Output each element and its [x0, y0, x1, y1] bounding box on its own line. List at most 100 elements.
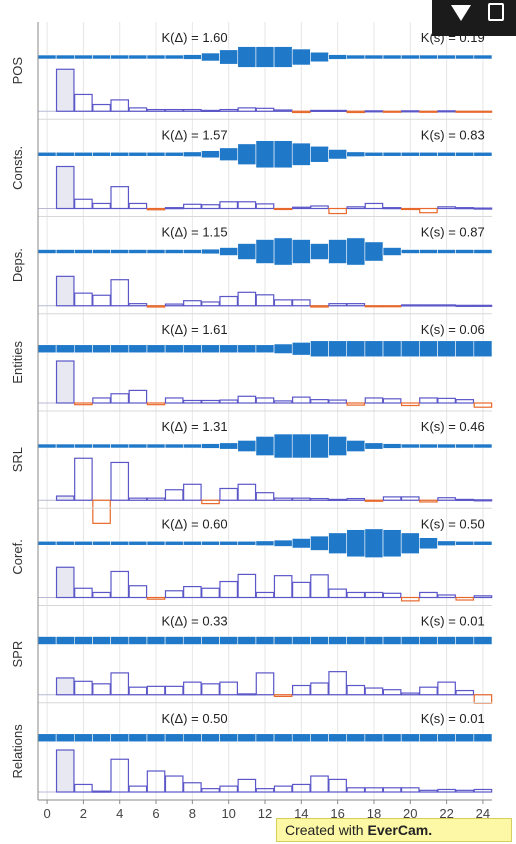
band-segment [364, 340, 384, 358]
band-segment [255, 344, 275, 354]
k-delta-label: K(Δ) = 1.31 [161, 419, 227, 434]
band-segment [146, 733, 166, 743]
bar [455, 110, 475, 113]
bar [419, 397, 438, 404]
bar [237, 778, 257, 793]
bar [292, 396, 311, 404]
bar [364, 110, 384, 113]
band-segment [346, 440, 366, 452]
bar [346, 591, 366, 599]
bar [55, 165, 75, 210]
bar [74, 680, 93, 696]
x-tick-label: 4 [116, 806, 123, 821]
band-segment [37, 249, 57, 254]
bar [201, 301, 220, 307]
bar [292, 497, 311, 501]
band-segment [92, 54, 111, 60]
bar [219, 785, 238, 793]
band-segment [74, 151, 93, 157]
band-segment [55, 344, 75, 354]
bar [364, 687, 384, 696]
bar [128, 497, 148, 501]
band-segment [74, 443, 93, 449]
bar [364, 499, 384, 502]
band-segment [291, 342, 311, 356]
band-segment [455, 443, 475, 449]
band-segment [201, 540, 220, 546]
triangle-down-icon[interactable] [451, 5, 471, 21]
bar [382, 689, 402, 696]
x-tick-label: 18 [367, 806, 381, 821]
bar [183, 108, 202, 112]
band-segment [219, 442, 239, 450]
band-segment [419, 537, 438, 550]
bar [55, 566, 75, 599]
band-segment [437, 249, 456, 254]
band-segment [437, 340, 456, 358]
bar [255, 294, 275, 307]
x-tick-label: 20 [403, 806, 417, 821]
bar [292, 110, 311, 114]
band-segment [437, 54, 456, 60]
bar [183, 585, 202, 599]
x-tick-label: 6 [152, 806, 159, 821]
bar [419, 207, 438, 214]
bar [310, 109, 329, 113]
band-segment [201, 443, 220, 449]
bar [455, 498, 475, 502]
bar [273, 575, 293, 599]
band-segment [219, 49, 239, 65]
watermark-prefix: Created with [285, 822, 368, 838]
panel-label: Coref. [10, 539, 25, 574]
band-segment [92, 636, 111, 645]
band-segment [273, 140, 293, 169]
band-segment [201, 150, 220, 159]
band-segment [128, 249, 148, 254]
band-segment [92, 249, 111, 254]
bar [55, 360, 75, 404]
band-segment [146, 249, 166, 254]
bar [219, 681, 238, 696]
band-segment [328, 532, 348, 554]
band-segment [237, 636, 257, 645]
band-segment [110, 151, 130, 157]
band-segment [310, 433, 329, 459]
band-segment [201, 52, 220, 62]
band-segment [473, 54, 493, 60]
bar [255, 492, 275, 501]
bar [400, 110, 420, 113]
bar [273, 207, 293, 211]
band-segment [273, 343, 293, 354]
bar [74, 783, 93, 793]
band-segment [55, 733, 75, 743]
bar [110, 758, 130, 793]
bar [92, 397, 111, 404]
band-segment [255, 46, 275, 68]
bar [400, 402, 420, 407]
bar [255, 591, 275, 599]
band-segment [346, 54, 366, 60]
bar [382, 398, 402, 404]
bar [55, 495, 75, 501]
k-s-label: K(s) = 0.83 [421, 127, 485, 142]
panel-label: Entities [10, 341, 25, 384]
copy-icon[interactable] [488, 3, 504, 21]
band-segment [37, 540, 57, 546]
band-segment [110, 636, 130, 645]
band-segment [164, 54, 184, 60]
bar [201, 399, 220, 404]
bar [146, 402, 166, 406]
band-segment [146, 54, 166, 60]
bar [328, 671, 347, 696]
k-s-label: K(s) = 0.50 [421, 516, 485, 531]
band-segment [237, 143, 257, 165]
bar [473, 402, 493, 408]
bar [310, 574, 329, 599]
bar [346, 303, 366, 307]
bar [455, 596, 475, 601]
bar [310, 399, 329, 404]
panel-label: POS [10, 57, 25, 85]
bar [183, 483, 202, 501]
band-segment [37, 151, 57, 157]
band-segment [55, 636, 75, 645]
